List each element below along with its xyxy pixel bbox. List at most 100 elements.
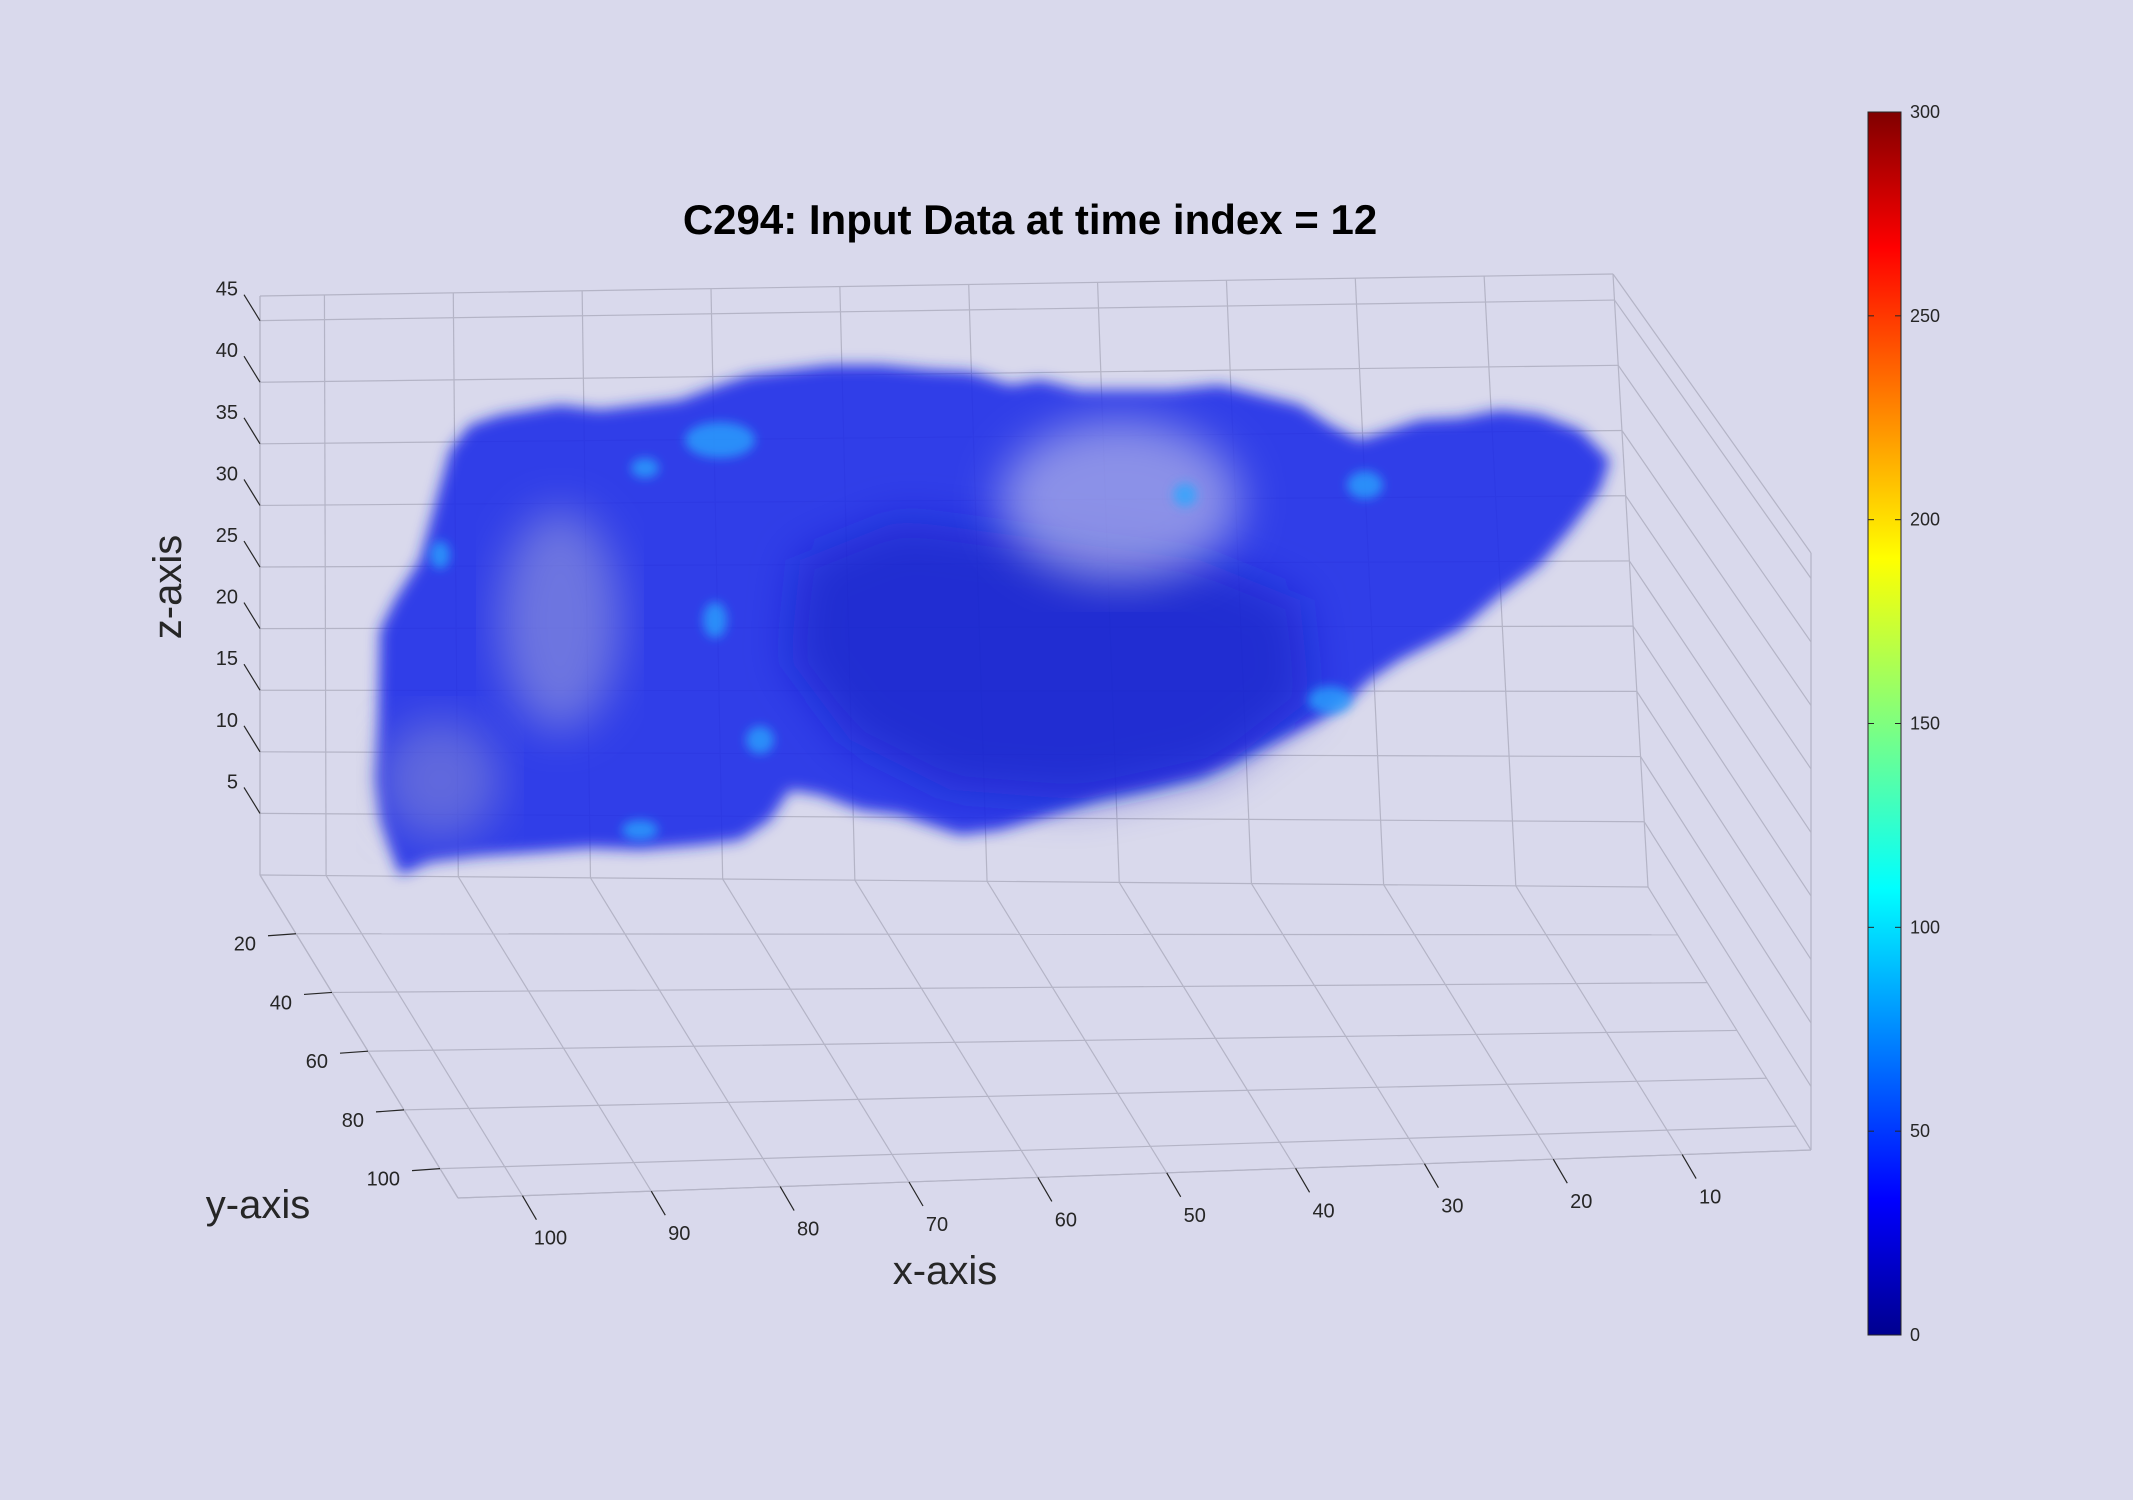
y-tick-label: 100 xyxy=(367,1169,400,1191)
grid-line-x xyxy=(1383,884,1554,1160)
z-tick-label: 30 xyxy=(216,463,238,485)
y-tick-label: 20 xyxy=(234,934,256,956)
colorbar: 0 50 100 150 200 250 300 xyxy=(1867,102,1940,1345)
grid-line-x xyxy=(722,878,910,1183)
axis-line xyxy=(259,874,459,1199)
x-tick-label: 100 xyxy=(534,1228,567,1250)
y-tick-mark xyxy=(375,1109,405,1113)
colorbar-tick-label: 100 xyxy=(1910,917,1940,937)
grid-line-z-side xyxy=(1636,691,1812,960)
grid-line-y xyxy=(331,982,1708,994)
z-tick-label: 25 xyxy=(216,525,238,547)
grid-line-z-side xyxy=(1643,821,1812,1087)
y-tick-mark xyxy=(267,933,297,937)
grid-line-z-side xyxy=(1621,430,1812,706)
colorbar-tick-label: 200 xyxy=(1910,510,1940,530)
x-tick-label: 90 xyxy=(668,1223,690,1245)
grid-line-z xyxy=(259,299,1615,322)
y-tick-label: 80 xyxy=(342,1110,364,1132)
x-tick-mark xyxy=(1166,1172,1182,1198)
y-tick-labels: 20 40 60 80 100 xyxy=(234,933,441,1191)
colorbar-tick-label: 250 xyxy=(1910,306,1940,326)
grid-line-x xyxy=(986,880,1168,1174)
x-tick-mark xyxy=(1681,1154,1697,1179)
z-tick-label: 10 xyxy=(216,710,238,732)
grid-line-y xyxy=(439,1125,1797,1170)
axis-line xyxy=(457,1149,1812,1199)
grid-line-x-wall xyxy=(323,294,327,876)
z-tick-labels: 5 10 15 20 25 30 35 40 45 xyxy=(216,279,261,814)
x-tick-mark xyxy=(1423,1163,1439,1189)
grid-line-x xyxy=(854,879,1039,1178)
x-tick-mark xyxy=(779,1186,795,1211)
z-tick-label: 35 xyxy=(216,402,238,424)
colorbar-tick-label: 50 xyxy=(1910,1121,1930,1141)
z-tick-mark xyxy=(243,479,261,506)
axis-box-edge xyxy=(259,273,1614,297)
z-tick-label: 40 xyxy=(216,340,238,362)
x-tick-mark xyxy=(908,1181,924,1207)
z-tick-mark xyxy=(243,725,261,753)
y-tick-mark xyxy=(303,991,333,996)
z-tick-mark xyxy=(243,602,261,629)
grid-line-x xyxy=(457,876,652,1192)
volume-hotspots xyxy=(430,422,1383,840)
x-tick-mark xyxy=(1552,1158,1568,1184)
x-tick-label: 40 xyxy=(1312,1200,1334,1222)
grid-line-z-side xyxy=(1617,364,1812,643)
grid-line-x xyxy=(589,877,781,1187)
grid-line-x xyxy=(1118,882,1297,1169)
x-tick-labels: 100 90 80 70 60 50 40 30 20 10 xyxy=(521,1154,1721,1250)
y-tick-label: 60 xyxy=(306,1051,328,1073)
x-tick-mark xyxy=(1037,1177,1053,1202)
colorbar-tick-label: 0 xyxy=(1910,1325,1920,1345)
grid-line-x xyxy=(1250,883,1425,1165)
x-tick-mark xyxy=(1295,1167,1311,1193)
x-tick-label: 10 xyxy=(1699,1187,1721,1209)
grid-line-x xyxy=(1515,885,1683,1155)
x-tick-label: 70 xyxy=(926,1214,948,1236)
colorbar-tick-label: 300 xyxy=(1910,102,1940,122)
grid-line-y xyxy=(295,933,1678,936)
grid-line-z-side xyxy=(1632,625,1812,897)
z-tick-mark xyxy=(243,540,261,568)
y-axis-label: y-axis xyxy=(206,1183,310,1227)
z-tick-mark xyxy=(243,787,261,814)
x-axis-label: x-axis xyxy=(893,1249,997,1293)
grid-line-z-side xyxy=(1613,299,1812,579)
grid-line-x xyxy=(325,875,523,1197)
y-tick-label: 40 xyxy=(270,992,292,1014)
z-tick-mark xyxy=(243,417,261,445)
volume-render xyxy=(375,365,1610,875)
z-tick-label: 45 xyxy=(216,279,238,301)
grid-line-y xyxy=(403,1077,1767,1111)
x-tick-label: 20 xyxy=(1570,1191,1592,1213)
grid-line-y xyxy=(367,1029,1737,1052)
x-tick-mark xyxy=(521,1195,537,1221)
chart-title: C294: Input Data at time index = 12 xyxy=(683,196,1377,243)
z-tick-mark xyxy=(243,663,261,691)
grid-line-z-side xyxy=(1640,756,1812,1024)
volume-haze-bottomleft xyxy=(380,720,500,840)
colorbar-ticks: 0 50 100 150 200 250 300 xyxy=(1868,102,1940,1345)
axis-box-edge xyxy=(259,874,1649,888)
z-tick-mark xyxy=(243,355,261,383)
axis-box-edge xyxy=(1612,273,1649,888)
x-tick-mark xyxy=(650,1190,666,1216)
z-tick-mark xyxy=(243,294,261,321)
z-tick-label: 20 xyxy=(216,587,238,609)
grid-line-z-side xyxy=(1625,495,1812,770)
y-tick-mark xyxy=(339,1050,369,1054)
x-tick-label: 50 xyxy=(1184,1205,1206,1227)
volume-core xyxy=(790,520,1310,800)
axis-box-edge xyxy=(1647,886,1812,1151)
grid-line-z-side xyxy=(1628,560,1812,833)
z-tick-label: 15 xyxy=(216,648,238,670)
z-tick-label: 5 xyxy=(227,771,238,793)
volume-haze-center xyxy=(1000,420,1240,580)
volume-haze-left xyxy=(500,510,620,730)
axis-box-edge xyxy=(1612,273,1812,554)
x-tick-label: 60 xyxy=(1055,1209,1077,1231)
x-tick-label: 30 xyxy=(1441,1196,1463,1218)
